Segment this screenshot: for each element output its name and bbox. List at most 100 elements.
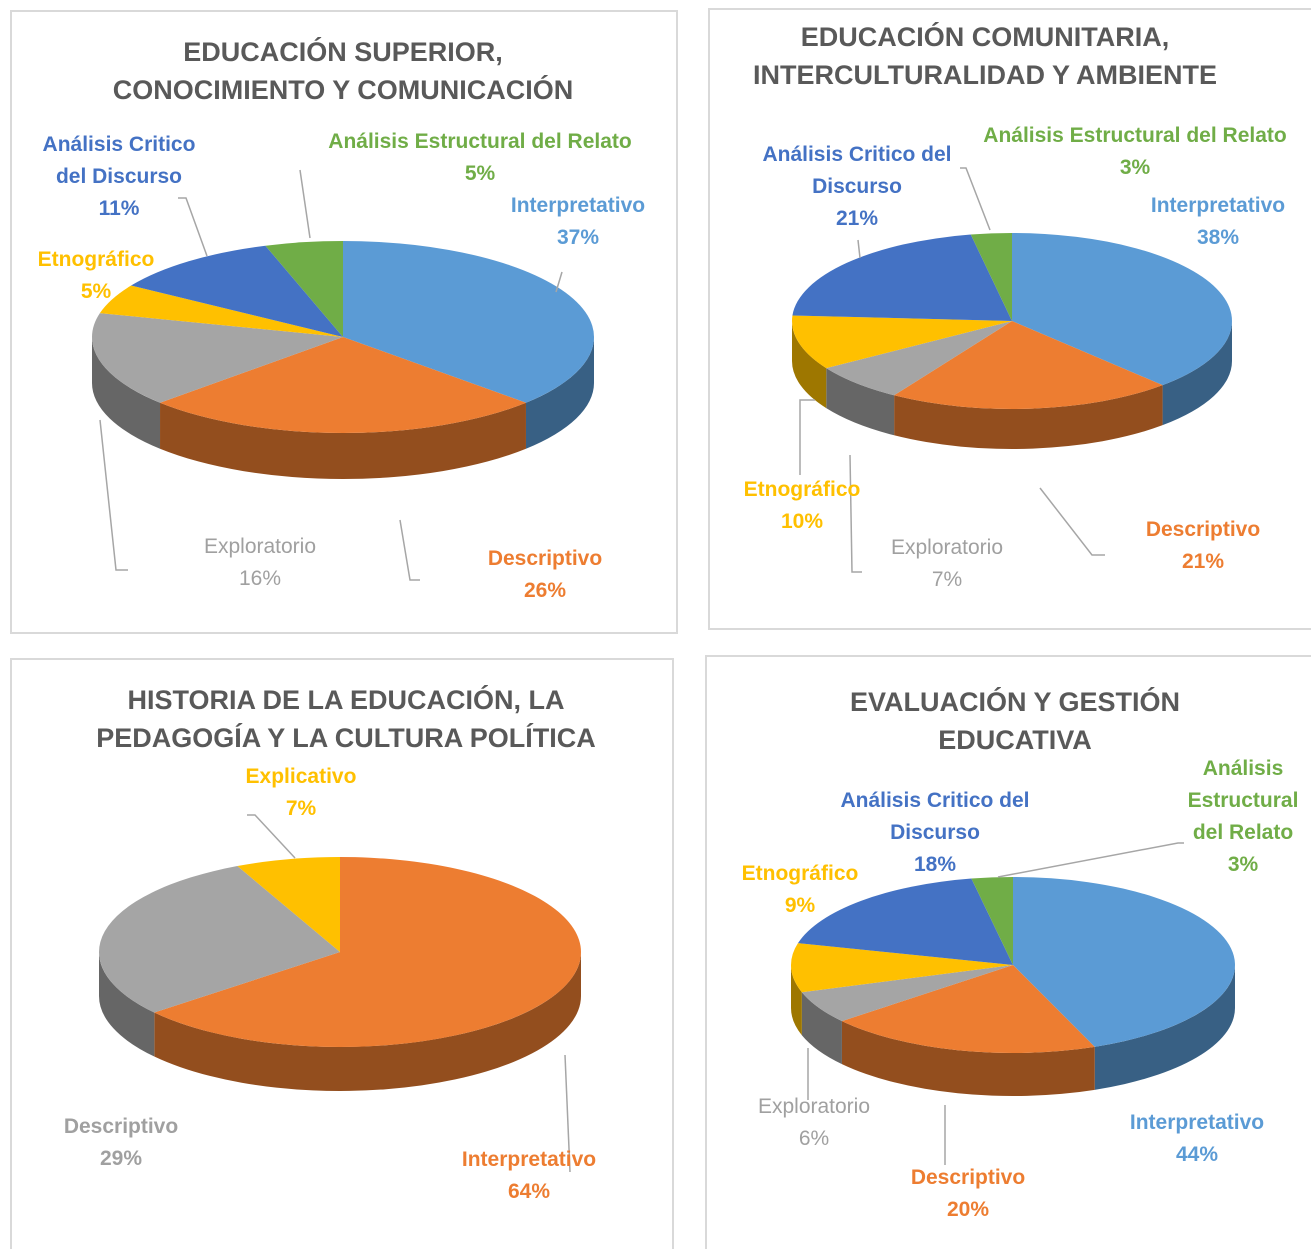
- data-label-name: Análisis Estructural del Relato: [983, 124, 1287, 147]
- leader-line: [99, 419, 128, 571]
- data-label-name: Descriptivo: [487, 547, 603, 570]
- data-label-value: 9%: [784, 894, 816, 917]
- data-label-value: 10%: [780, 510, 824, 533]
- data-label-value: 3%: [1119, 156, 1151, 179]
- slice: [791, 943, 1013, 993]
- slice: [343, 241, 595, 403]
- leader-line: [555, 271, 563, 293]
- data-label-name: Análisis Critico del Discurso: [762, 143, 952, 198]
- data-label-value: 7%: [285, 797, 317, 820]
- chart-title: HISTORIA DE LA EDUCACIÓN, LA PEDAGOGÍA Y …: [96, 681, 596, 757]
- data-label-value: 38%: [1196, 226, 1240, 249]
- leader-line: [564, 1054, 571, 1173]
- leader-line: [960, 167, 991, 231]
- data-label-value: 21%: [1181, 550, 1225, 573]
- slice-side: [160, 402, 526, 479]
- data-label-name: Interpretativo: [461, 1148, 597, 1171]
- data-label-value: 5%: [464, 162, 496, 185]
- chart-title: EDUCACIÓN COMUNITARIA, INTERCULTURALIDAD …: [753, 18, 1217, 94]
- data-label-name: Etnográfico: [743, 478, 861, 501]
- data-label-name: Exploratorio: [890, 536, 1004, 559]
- slice: [237, 857, 340, 952]
- data-label: Análisis Estructural del Relato 3%: [945, 120, 1311, 184]
- slice: [99, 285, 344, 337]
- chart-title-line: EDUCACIÓN COMUNITARIA,: [800, 22, 1170, 52]
- data-label: Interpretativo 64%: [434, 1144, 624, 1208]
- slice: [265, 241, 343, 337]
- leader-line: [247, 814, 296, 859]
- data-label-name: Análisis Critico del Discurso: [42, 133, 196, 188]
- slice: [131, 245, 343, 337]
- data-label-value: 20%: [946, 1198, 990, 1221]
- slice-side: [826, 368, 895, 436]
- slice: [797, 878, 1013, 965]
- slice: [160, 337, 526, 434]
- data-label-value: 21%: [835, 207, 879, 230]
- data-label: Exploratorio 6%: [724, 1091, 904, 1155]
- data-label: Etnográfico 5%: [21, 244, 171, 308]
- chart-title: EVALUACIÓN Y GESTIÓN EDUCATIVA: [850, 683, 1180, 759]
- data-label-value: 5%: [80, 280, 112, 303]
- leader-line: [178, 197, 208, 257]
- slice-side: [99, 952, 155, 1057]
- slice: [841, 965, 1095, 1053]
- data-label-name: Etnográfico: [741, 862, 859, 885]
- data-label-value: 16%: [238, 567, 282, 590]
- data-label-value: 44%: [1175, 1143, 1219, 1166]
- data-label: Etnográfico 10%: [727, 474, 877, 538]
- data-label-value: 64%: [507, 1180, 551, 1203]
- chart-title: EDUCACIÓN SUPERIOR, CONOCIMIENTO Y COMUNI…: [113, 33, 574, 109]
- data-label: Análisis Estructural del Relato 3%: [1178, 753, 1308, 881]
- data-label: Exploratorio 7%: [852, 532, 1042, 596]
- slice-side: [525, 337, 594, 449]
- slice: [894, 321, 1163, 409]
- chart-title-line: EVALUACIÓN Y GESTIÓN: [849, 687, 1181, 717]
- slice-side: [92, 337, 161, 449]
- data-label-name: Análisis Critico del Discurso: [840, 789, 1030, 844]
- slice-side: [791, 965, 802, 1036]
- leader-line: [399, 519, 420, 581]
- chart-title-line: EDUCACIÓN SUPERIOR,: [183, 37, 503, 67]
- data-label-value: 6%: [798, 1127, 830, 1150]
- leader-line: [299, 169, 311, 239]
- slice: [792, 234, 1012, 321]
- slice-side: [1094, 965, 1235, 1090]
- slice-side: [154, 952, 581, 1091]
- data-label-value: 11%: [98, 197, 140, 220]
- data-label-value: 7%: [931, 568, 963, 591]
- data-label: Interpretativo 37%: [483, 190, 673, 254]
- data-label: Análisis Estructural del Relato 5%: [290, 126, 670, 190]
- data-label-value: 29%: [99, 1147, 143, 1170]
- leader-line: [997, 842, 1184, 878]
- slice-side: [1162, 321, 1232, 426]
- data-label: Análisis Critico del Discurso 21%: [742, 139, 972, 235]
- data-label-name: Interpretativo: [510, 194, 646, 217]
- data-label-name: Descriptivo: [910, 1166, 1026, 1189]
- leader-line: [1039, 487, 1105, 556]
- chart-title-line: PEDAGOGÍA Y LA CULTURA POLÍTICA: [96, 723, 596, 753]
- data-label-name: Etnográfico: [37, 248, 155, 271]
- slice: [1013, 877, 1236, 1047]
- chart-title-line: CONOCIMIENTO Y COMUNICACIÓN: [112, 75, 574, 105]
- data-label-name: Interpretativo: [1129, 1111, 1265, 1134]
- slice-side: [841, 1021, 1095, 1096]
- data-label: Explicativo 7%: [216, 761, 386, 825]
- data-label: Descriptivo 20%: [873, 1162, 1063, 1226]
- data-label: Exploratorio 16%: [165, 531, 355, 595]
- data-label-value: 37%: [556, 226, 600, 249]
- slice: [826, 321, 1012, 396]
- data-label-value: 3%: [1227, 853, 1259, 876]
- slice-side: [894, 385, 1163, 449]
- data-label: Interpretativo 38%: [1123, 190, 1311, 254]
- slice: [1012, 233, 1232, 386]
- data-label-name: Análisis Estructural del Relato: [1187, 757, 1299, 844]
- data-label-name: Exploratorio: [757, 1095, 871, 1118]
- chart-title-line: HISTORIA DE LA EDUCACIÓN, LA: [127, 685, 565, 715]
- data-label: Etnográfico 9%: [720, 858, 880, 922]
- slice-side: [801, 992, 842, 1065]
- data-label-name: Explicativo: [245, 765, 357, 788]
- data-label: Análisis Critico del Discurso 18%: [815, 785, 1055, 881]
- data-label: Descriptivo 21%: [1108, 514, 1298, 578]
